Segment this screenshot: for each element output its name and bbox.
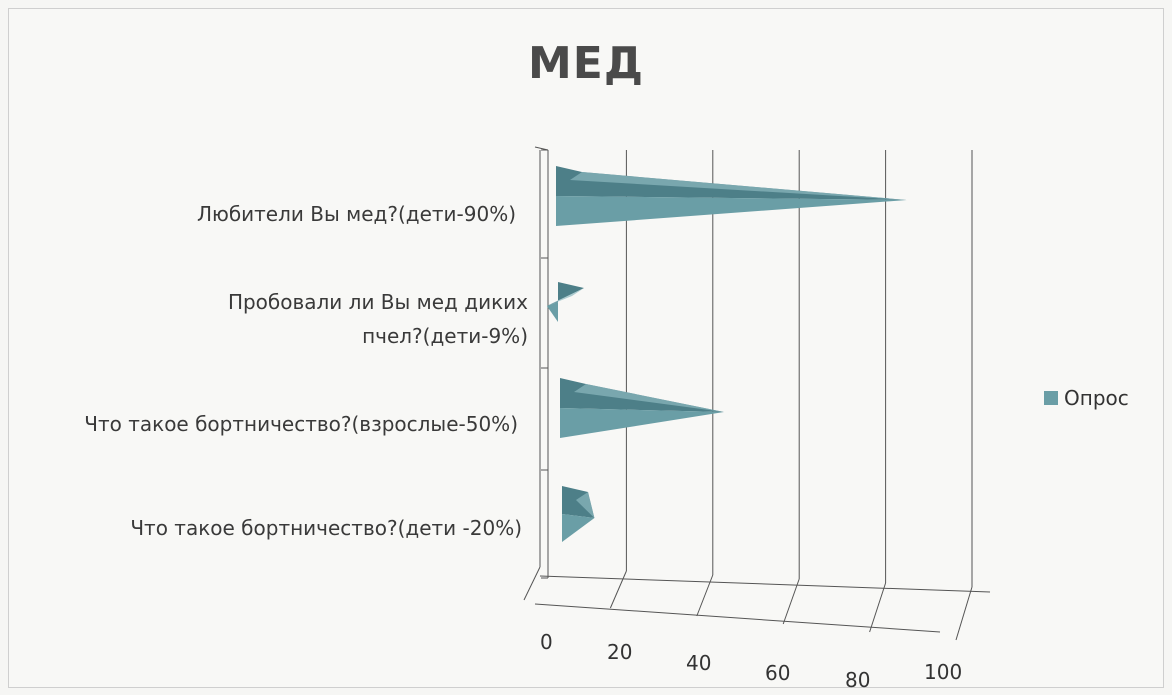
category-label-1: Пробовали ли Вы мед диких пчел?(дети-9%) [168, 285, 528, 353]
floor-line-1 [609, 570, 627, 609]
bar-1-top-face [546, 282, 584, 306]
bar-0-top-face [556, 166, 907, 200]
legend-swatch [1044, 391, 1058, 405]
category-label-3: Что такое бортничество?(дети -20%) [130, 516, 522, 540]
x-tick-label-4: 80 [845, 668, 871, 692]
chart-title: МЕД [527, 38, 645, 89]
x-tick-label-0: 0 [540, 630, 553, 654]
floor-line-0 [523, 566, 541, 601]
floor-line-2 [696, 574, 714, 617]
chart-frame [8, 8, 1164, 688]
bar-2-top-face [560, 378, 724, 412]
legend: Опрос [1044, 386, 1129, 410]
legend-label: Опрос [1064, 386, 1129, 410]
x-tick-label-2: 40 [686, 651, 712, 675]
floor-line-4 [869, 582, 887, 633]
x-tick-label-3: 60 [765, 661, 791, 685]
floor-front-line [534, 603, 941, 633]
bar-1-front-face [546, 302, 558, 322]
bar-2-front-face [560, 408, 724, 438]
bar-2-highlight [574, 384, 724, 412]
bar-1-highlight [546, 288, 584, 306]
bar-3-front-face [562, 514, 595, 542]
bar-3-highlight [576, 492, 595, 518]
bar-0-front-face [556, 196, 907, 226]
x-tick-label-5: 100 [924, 660, 963, 684]
floor-line-5 [955, 586, 973, 641]
category-label-1-text: Пробовали ли Вы мед диких пчел?(дети-9%) [227, 290, 528, 348]
category-label-0: Любители Вы мед?(дети-90%) [196, 202, 516, 226]
floor-line-3 [782, 578, 800, 625]
category-label-2: Что такое бортничество?(взрослые-50%) [84, 412, 518, 436]
bar-0-highlight [570, 172, 907, 200]
floor-back-line [539, 575, 991, 593]
x-tick-label-1: 20 [607, 640, 633, 664]
